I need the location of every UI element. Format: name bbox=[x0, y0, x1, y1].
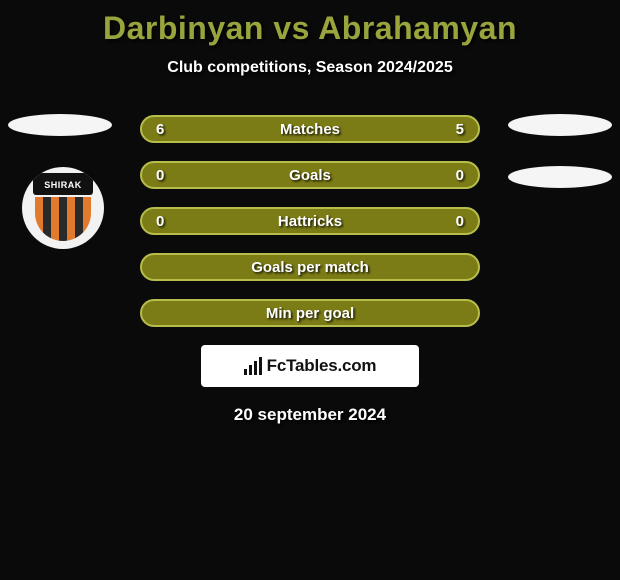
stat-label: Hattricks bbox=[176, 213, 444, 230]
stat-rows: 6Matches50Goals00Hattricks0Goals per mat… bbox=[140, 115, 480, 327]
brand-box: FcTables.com bbox=[201, 345, 419, 387]
stat-left-value: 0 bbox=[156, 213, 176, 230]
date-text: 20 september 2024 bbox=[0, 405, 620, 425]
subtitle: Club competitions, Season 2024/2025 bbox=[0, 59, 620, 77]
stat-right-value: 0 bbox=[444, 167, 464, 184]
club-badge-name bbox=[33, 173, 93, 195]
stat-right-value: 5 bbox=[444, 121, 464, 138]
stat-left-value: 0 bbox=[156, 167, 176, 184]
stat-label: Matches bbox=[176, 121, 444, 138]
stat-row-goals-per-match: Goals per match bbox=[140, 253, 480, 281]
stat-row-hattricks: 0Hattricks0 bbox=[140, 207, 480, 235]
page-title: Darbinyan vs Abrahamyan bbox=[0, 0, 620, 47]
club-badge-stripes bbox=[35, 197, 91, 241]
player-right-placeholder-oval-1 bbox=[508, 114, 612, 136]
stat-row-min-per-goal: Min per goal bbox=[140, 299, 480, 327]
stat-label: Goals bbox=[176, 167, 444, 184]
stat-label: Goals per match bbox=[156, 259, 464, 276]
player-right-placeholder-oval-2 bbox=[508, 166, 612, 188]
stat-right-value: 0 bbox=[444, 213, 464, 230]
brand-text: FcTables.com bbox=[267, 356, 377, 376]
comparison-area: 6Matches50Goals00Hattricks0Goals per mat… bbox=[0, 115, 620, 425]
stat-left-value: 6 bbox=[156, 121, 176, 138]
stat-label: Min per goal bbox=[156, 305, 464, 322]
stat-row-matches: 6Matches5 bbox=[140, 115, 480, 143]
club-badge-left bbox=[22, 167, 104, 249]
stat-row-goals: 0Goals0 bbox=[140, 161, 480, 189]
chart-icon bbox=[244, 357, 262, 375]
player-left-placeholder-oval bbox=[8, 114, 112, 136]
